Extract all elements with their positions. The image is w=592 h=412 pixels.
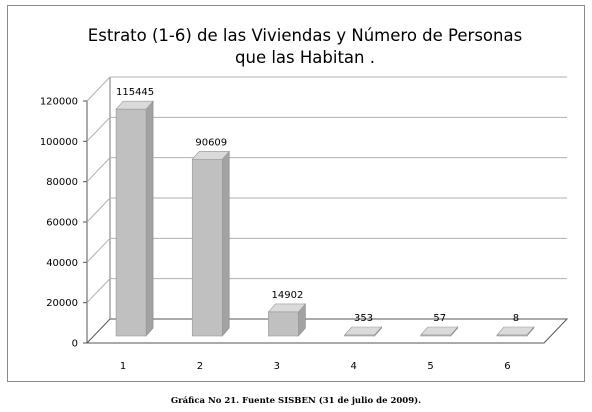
data-label-4: 353 bbox=[354, 313, 373, 324]
gridline bbox=[86, 76, 567, 102]
x-tick-label: 6 bbox=[504, 361, 510, 372]
x-tick-label: 2 bbox=[197, 361, 203, 372]
bar-front bbox=[268, 311, 299, 337]
bar-side bbox=[145, 100, 154, 337]
bar-1 bbox=[115, 100, 154, 337]
data-label-1: 115445 bbox=[116, 87, 154, 98]
chart-bars bbox=[115, 100, 535, 337]
y-axis-ticks: 0 20000 40000 60000 80000 100000 120000 bbox=[40, 97, 87, 350]
gridline bbox=[86, 197, 567, 223]
chart-gridlines bbox=[86, 76, 567, 304]
y-tick-label: 100000 bbox=[40, 137, 78, 148]
x-axis-ticks: 1 2 3 4 5 6 bbox=[120, 361, 511, 372]
gridline bbox=[86, 116, 567, 142]
y-tick-label: 40000 bbox=[46, 258, 78, 269]
chart-title-line-2: que las Habitan . bbox=[235, 48, 375, 67]
chart-title-line-1: Estrato (1-6) de las Viviendas y Número … bbox=[87, 26, 523, 45]
chart-floor bbox=[85, 318, 569, 344]
x-tick-label: 3 bbox=[274, 361, 280, 372]
y-tick-label: 80000 bbox=[46, 177, 78, 188]
gridline bbox=[86, 278, 567, 304]
y-tick-label: 20000 bbox=[46, 298, 78, 309]
bar-2 bbox=[191, 150, 230, 337]
figure-caption: Gráfica No 21. Fuente SISBEN (31 de juli… bbox=[170, 396, 422, 406]
data-label-5: 57 bbox=[433, 313, 446, 324]
data-label-2: 90609 bbox=[195, 137, 227, 148]
y-tick-label: 60000 bbox=[46, 218, 78, 229]
x-tick-label: 1 bbox=[120, 361, 126, 372]
gridline bbox=[86, 157, 567, 183]
data-label-6: 8 bbox=[513, 313, 519, 324]
bar-front bbox=[115, 108, 147, 337]
bar-front bbox=[420, 334, 452, 337]
bar-side bbox=[221, 150, 230, 337]
bar-front bbox=[496, 334, 528, 337]
bar-4 bbox=[343, 326, 383, 337]
y-tick-label: 0 bbox=[72, 339, 78, 350]
bar-6 bbox=[496, 326, 535, 337]
bar-front bbox=[191, 158, 223, 337]
x-tick-label: 5 bbox=[427, 361, 433, 372]
data-label-3: 14902 bbox=[272, 290, 304, 301]
y-tick-label: 120000 bbox=[40, 97, 78, 108]
bar-3 bbox=[267, 303, 307, 337]
x-tick-label: 4 bbox=[350, 361, 356, 372]
data-labels: 115445 90609 14902 353 57 8 bbox=[116, 87, 519, 324]
bar-5 bbox=[420, 326, 459, 337]
gridline bbox=[86, 237, 567, 263]
bar-front bbox=[344, 334, 375, 337]
